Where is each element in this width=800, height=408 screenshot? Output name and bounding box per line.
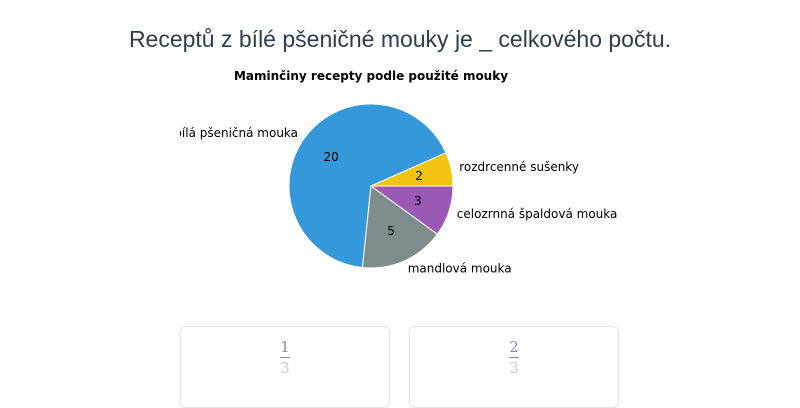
fraction-bar [509,357,519,358]
pie-chart: Maminčiny recepty podle použité mouky 2 r… [180,69,618,275]
slice-category-label: bílá pšeničná mouka [180,126,298,140]
answer-option-2[interactable]: 2 3 [409,326,619,408]
pie-slice [369,185,454,235]
answer-numerator-2: 2 [509,338,519,356]
answer-fraction-2: 2 3 [410,339,618,376]
slice-value-label: 5 [387,224,395,238]
answer-option-1[interactable]: 1 3 [180,326,390,408]
answer-fraction-1: 1 3 [181,339,389,376]
slice-category-label: mandlová mouka [408,261,512,275]
answer-numerator-1: 1 [280,338,290,356]
chart-title: Maminčiny recepty podle použité mouky [234,69,508,83]
slice-category-label: rozdrcenné sušenky [459,160,579,174]
slice-category-label: celozrnná špaldová mouka [457,207,618,221]
fraction-bar [280,357,290,358]
answer-denominator-1: 3 [280,359,290,377]
question-text: Receptů z bílé pšeničné mouky je _ celko… [128,26,672,52]
slice-value-label: 3 [414,194,422,208]
slice-value-label: 20 [324,150,339,164]
slice-value-label: 2 [415,169,423,183]
pie-slice [288,103,447,269]
answer-denominator-2: 3 [509,359,519,377]
pie-slice [361,185,439,269]
